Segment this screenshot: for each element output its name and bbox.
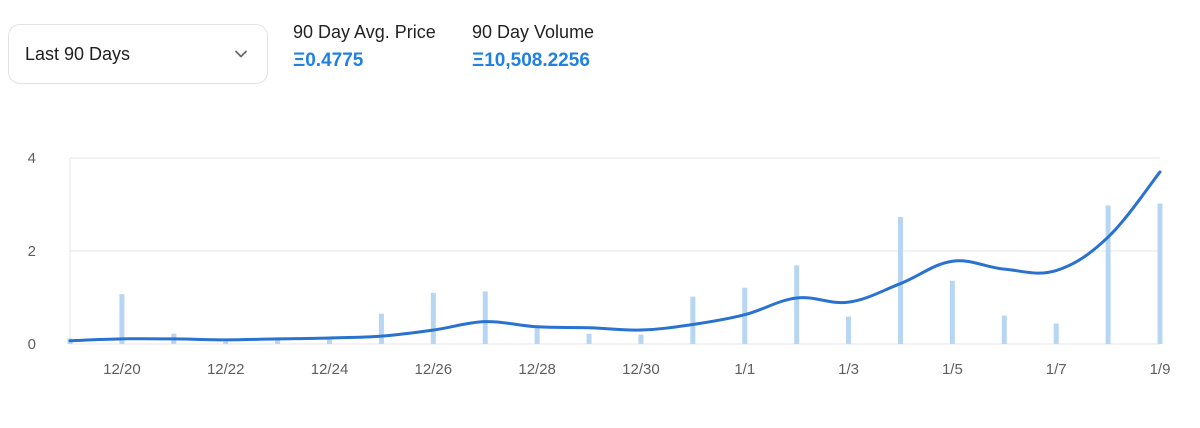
avg-price-stat: 90 Day Avg. Price Ξ0.4775 <box>293 20 436 76</box>
chevron-down-icon <box>233 46 249 62</box>
y-tick-label: 0 <box>28 336 36 353</box>
volume-bar <box>690 296 696 344</box>
x-tick-label: 12/20 <box>103 361 141 378</box>
volume-bar <box>1053 323 1059 344</box>
x-tick-label: 12/22 <box>207 361 245 378</box>
x-tick-label: 12/24 <box>311 361 349 378</box>
price-line <box>68 170 1162 343</box>
x-tick-label: 12/30 <box>622 361 660 378</box>
price-volume-chart[interactable]: 0 2 4 12/20 12/22 12/24 12/26 12/28 12/30 1/1 1/3 1… <box>0 130 1200 400</box>
volume-bar <box>897 217 903 344</box>
x-tick-label: 1/5 <box>942 361 963 378</box>
time-range-selected-label: Last 90 Days <box>25 43 131 64</box>
x-tick-label: 1/7 <box>1046 361 1067 378</box>
y-tick-label: 4 <box>28 150 36 167</box>
time-range-dropdown[interactable]: Last 90 Days <box>8 24 268 84</box>
volume-bar <box>846 316 852 344</box>
volume-bar <box>794 265 800 344</box>
x-tick-label: 1/1 <box>734 361 755 378</box>
volume-bar <box>1105 205 1111 344</box>
x-tick-label: 1/3 <box>838 361 859 378</box>
volume-bar <box>534 326 540 344</box>
volume-bar <box>223 341 229 344</box>
volume-bar <box>430 292 436 344</box>
volume-bar <box>275 339 281 344</box>
volume-bar <box>1001 315 1007 344</box>
x-tick-label: 12/28 <box>518 361 556 378</box>
volume-bar <box>378 313 384 344</box>
volume-bar <box>482 291 488 344</box>
avg-price-label: 90 Day Avg. Price <box>293 22 436 42</box>
volume-bar <box>638 334 644 344</box>
y-tick-label: 2 <box>28 243 36 260</box>
volume-value: Ξ10,508.2256 <box>472 50 590 71</box>
volume-bar <box>949 280 955 344</box>
avg-price-value: Ξ0.4775 <box>293 50 364 71</box>
volume-bar <box>586 333 592 344</box>
volume-bar <box>1157 203 1163 344</box>
volume-bar <box>327 337 333 344</box>
volume-bar <box>119 294 125 344</box>
x-tick-label: 1/9 <box>1150 361 1171 378</box>
volume-label: 90 Day Volume <box>472 22 595 42</box>
volume-stat: 90 Day Volume Ξ10,508.2256 <box>472 20 594 76</box>
x-tick-label: 12/26 <box>415 361 453 378</box>
